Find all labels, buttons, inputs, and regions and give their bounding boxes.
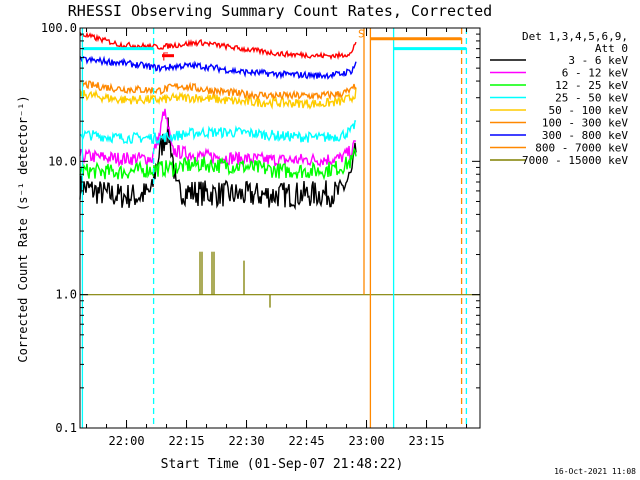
legend-label: 50 - 100 keV	[549, 104, 629, 117]
x-tick-label: 22:00	[108, 434, 144, 448]
legend-label: 6 - 12 keV	[562, 67, 629, 80]
y-tick-label: 0.1	[55, 421, 77, 435]
legend-label: 7000 - 15000 keV	[522, 154, 628, 167]
series-line	[79, 80, 357, 101]
series-line	[79, 87, 357, 110]
y-tick-label: 100.0	[41, 21, 77, 35]
legend-label: 3 - 6 keV	[568, 54, 628, 67]
series-line	[79, 55, 357, 81]
legend-label: 300 - 800 keV	[542, 129, 628, 142]
legend-label: 12 - 25 keV	[555, 79, 628, 92]
x-tick-label: 22:15	[168, 434, 204, 448]
chart-title: RHESSI Observing Summary Count Rates, Co…	[68, 2, 492, 20]
y-tick-label: 10.0	[48, 154, 77, 168]
legend-label: 800 - 7000 keV	[535, 142, 628, 155]
x-tick-label: 23:00	[348, 434, 384, 448]
legend-header: Det 1,3,4,5,6,9,	[522, 30, 628, 43]
x-tick-label: 23:15	[408, 434, 444, 448]
legend-header: Att 0	[595, 42, 628, 55]
x-tick-label: 22:45	[288, 434, 324, 448]
x-tick-label: 22:30	[228, 434, 264, 448]
series-line	[79, 117, 357, 211]
flag-label-f: F	[162, 51, 169, 64]
x-axis-label: Start Time (01-Sep-07 21:48:22)	[161, 457, 404, 472]
y-tick-label: 1.0	[55, 288, 77, 302]
flag-label-s: S	[358, 27, 365, 40]
y-axis-label: Corrected Count Rate (s⁻¹ detector⁻¹)	[16, 95, 30, 362]
legend-label: 100 - 300 keV	[542, 117, 628, 130]
plot-frame	[79, 27, 481, 429]
series-line	[79, 147, 357, 181]
legend-label: 25 - 50 keV	[555, 92, 628, 105]
series-line	[79, 31, 357, 61]
series-line	[79, 120, 357, 145]
footer-timestamp: 16-Oct-2021 11:08	[554, 467, 636, 476]
series-line	[79, 108, 357, 170]
